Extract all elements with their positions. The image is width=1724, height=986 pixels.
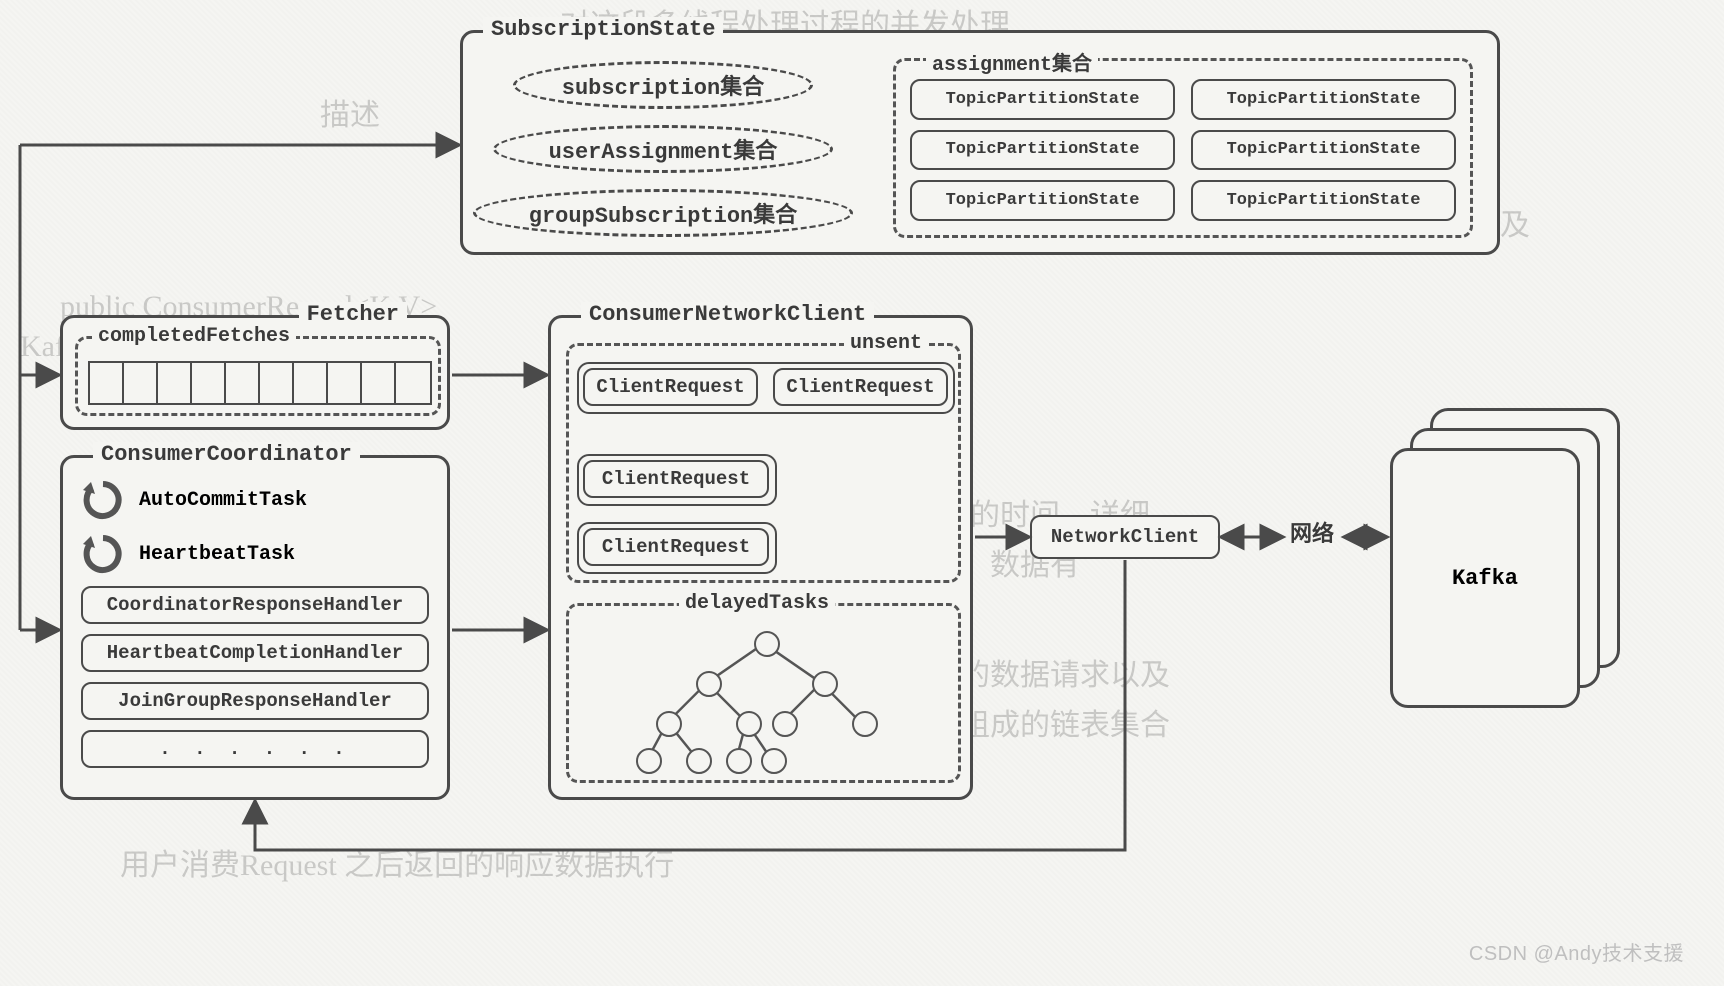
client-request: ClientRequest xyxy=(583,460,769,498)
completed-fetches-title: completedFetches xyxy=(92,325,296,348)
refresh-icon xyxy=(81,478,125,522)
unsent-box: unsent ClientRequest ClientRequest Clien… xyxy=(566,343,961,583)
coordinator-response-handler: CoordinatorResponseHandler xyxy=(81,586,429,624)
topic-partition-state: TopicPartitionState xyxy=(1191,180,1456,221)
kafka-card-front: Kafka xyxy=(1390,448,1580,708)
network-label: 网络 xyxy=(1290,516,1334,548)
topic-partition-state: TopicPartitionState xyxy=(910,79,1175,120)
client-request: ClientRequest xyxy=(773,368,948,406)
bg-text: 用户消费Request 之后返回的响应数据执行 xyxy=(120,840,674,884)
assignment-set-title: assignment集合 xyxy=(926,47,1098,77)
client-request: ClientRequest xyxy=(583,368,758,406)
heartbeat-task: HeartbeatTask xyxy=(139,543,295,566)
watermark: CSDN @Andy技术支援 xyxy=(1469,937,1684,966)
kafka-label: Kafka xyxy=(1452,566,1518,591)
consumer-network-client-title: ConsumerNetworkClient xyxy=(581,302,874,327)
join-group-response-handler: JoinGroupResponseHandler xyxy=(81,682,429,720)
completed-fetches-box: completedFetches xyxy=(75,336,441,416)
auto-commit-task: AutoCommitTask xyxy=(139,489,307,512)
topic-partition-state: TopicPartitionState xyxy=(910,180,1175,221)
bg-text: 组成的链表集合 xyxy=(960,700,1170,744)
fetcher-title: Fetcher xyxy=(299,302,407,327)
consumer-coordinator-title: ConsumerCoordinator xyxy=(93,442,360,467)
completed-fetches-cells xyxy=(88,361,432,405)
client-request: ClientRequest xyxy=(583,528,769,566)
assignment-set-box: assignment集合 TopicPartitionState TopicPa… xyxy=(893,58,1473,238)
user-assignment-set-ellipse: userAssignment集合 xyxy=(493,125,833,173)
unsent-title: unsent xyxy=(844,332,928,355)
consumer-coordinator-box: ConsumerCoordinator AutoCommitTask Heart… xyxy=(60,455,450,800)
bg-text: 描述 xyxy=(320,90,380,134)
bg-text: 的数据请求以及 xyxy=(960,650,1170,694)
delayed-tasks-box: delayedTasks xyxy=(566,603,961,783)
refresh-icon xyxy=(81,532,125,576)
subscription-state-box: SubscriptionState subscription集合 userAss… xyxy=(460,30,1500,255)
consumer-network-client-box: ConsumerNetworkClient unsent ClientReque… xyxy=(548,315,973,800)
topic-partition-state: TopicPartitionState xyxy=(1191,130,1456,171)
more-handlers: . . . . . . xyxy=(81,730,429,768)
subscription-state-title: SubscriptionState xyxy=(483,17,723,42)
group-subscription-set-ellipse: groupSubscription集合 xyxy=(473,189,853,237)
topic-partition-state: TopicPartitionState xyxy=(1191,79,1456,120)
subscription-set-ellipse: subscription集合 xyxy=(513,61,813,109)
fetcher-box: Fetcher completedFetches xyxy=(60,315,450,430)
topic-partition-state: TopicPartitionState xyxy=(910,130,1175,171)
network-client-box: NetworkClient xyxy=(1030,515,1220,559)
diagram-root: 对这段多线程处理过程的并发处理 理性相关状态信息 器费的整个消费过程以及 pub… xyxy=(0,0,1724,986)
heartbeat-completion-handler: HeartbeatCompletionHandler xyxy=(81,634,429,672)
